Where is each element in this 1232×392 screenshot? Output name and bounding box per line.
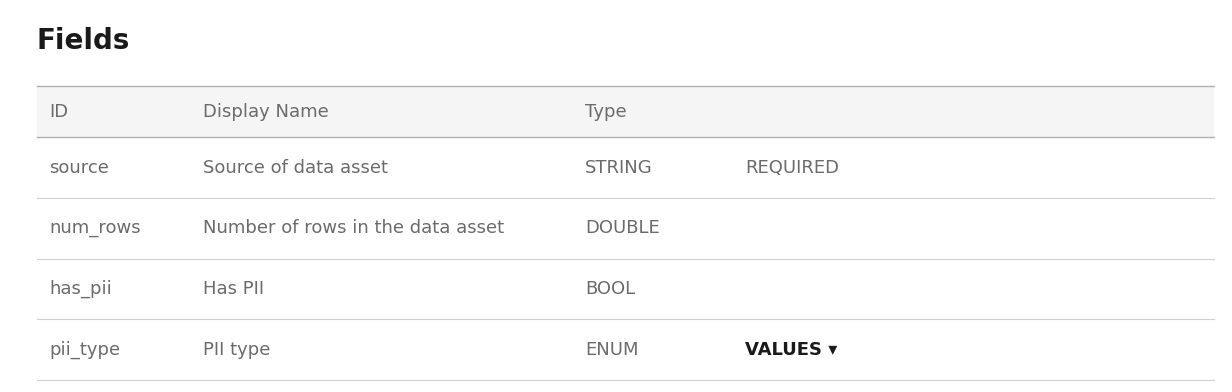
Text: BOOL: BOOL bbox=[585, 280, 636, 298]
Text: Has PII: Has PII bbox=[203, 280, 265, 298]
Text: ID: ID bbox=[49, 103, 69, 121]
Text: Number of rows in the data asset: Number of rows in the data asset bbox=[203, 220, 504, 237]
Text: DOUBLE: DOUBLE bbox=[585, 220, 660, 237]
Text: Display Name: Display Name bbox=[203, 103, 329, 121]
Text: Type: Type bbox=[585, 103, 627, 121]
Text: STRING: STRING bbox=[585, 159, 653, 176]
Text: Fields: Fields bbox=[37, 27, 131, 55]
Text: Source of data asset: Source of data asset bbox=[203, 159, 388, 176]
Bar bbox=[37, 86, 1214, 137]
Text: num_rows: num_rows bbox=[49, 220, 140, 237]
Text: REQUIRED: REQUIRED bbox=[745, 159, 839, 176]
Text: pii_type: pii_type bbox=[49, 341, 121, 359]
Text: VALUES ▾: VALUES ▾ bbox=[745, 341, 838, 359]
Text: source: source bbox=[49, 159, 110, 176]
Text: PII type: PII type bbox=[203, 341, 271, 359]
Text: has_pii: has_pii bbox=[49, 280, 112, 298]
Text: ENUM: ENUM bbox=[585, 341, 638, 359]
